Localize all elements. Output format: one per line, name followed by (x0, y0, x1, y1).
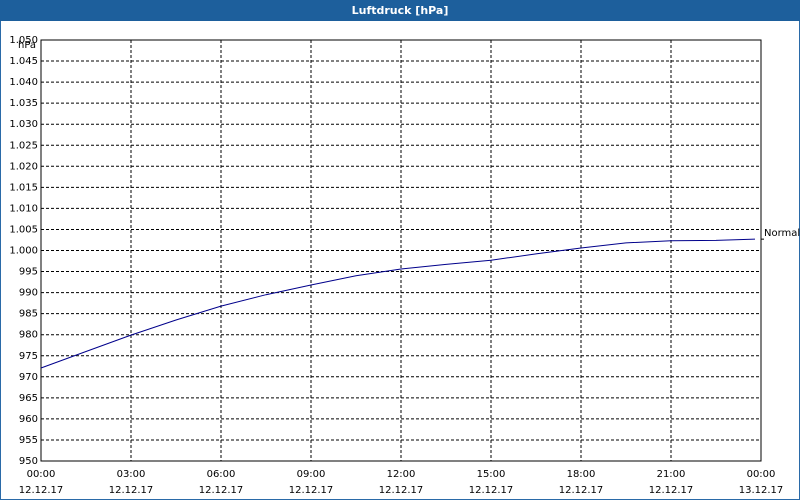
x-tick-date: 12.12.17 (19, 485, 64, 496)
x-tick-date: 12.12.17 (199, 485, 244, 496)
x-tick-label: 00:00 (747, 469, 776, 480)
x-tick-date: 12.12.17 (649, 485, 694, 496)
y-tick-label: 1.015 (9, 182, 38, 193)
x-tick-label: 21:00 (657, 469, 686, 480)
x-tick-label: 09:00 (297, 469, 326, 480)
y-tick-label: 1.025 (9, 140, 38, 151)
chart-title: Luftdruck [hPa] (352, 4, 449, 17)
x-tick-date: 12.12.17 (379, 485, 424, 496)
y-tick-label: 965 (19, 393, 38, 404)
x-tick-date: 12.12.17 (469, 485, 514, 496)
y-tick-label: 960 (19, 414, 38, 425)
x-tick-label: 18:00 (567, 469, 596, 480)
y-tick-label: 1.005 (9, 224, 38, 235)
y-tick-label: 1.035 (9, 98, 38, 109)
y-tick-label: 1.030 (9, 119, 38, 130)
y-tick-label: 955 (19, 435, 38, 446)
x-tick-label: 00:00 (27, 469, 56, 480)
y-tick-label: 1.040 (9, 77, 38, 88)
y-tick-label: 1.020 (9, 161, 38, 172)
x-tick-date: 12.12.17 (559, 485, 604, 496)
y-tick-label: 1.050 (9, 35, 38, 46)
data-line (40, 238, 756, 369)
x-tick-date: 13.12.17 (739, 485, 784, 496)
x-tick-label: 03:00 (117, 469, 146, 480)
x-tick-label: 06:00 (207, 469, 236, 480)
y-tick-label: 1.010 (9, 203, 38, 214)
y-tick-label: 950 (19, 456, 38, 467)
y-tick-label: 975 (19, 351, 38, 362)
y-tick-label: 995 (19, 267, 38, 278)
x-tick-label: 15:00 (477, 469, 506, 480)
y-axis-label: hPa (18, 40, 36, 51)
y-tick-label: 970 (19, 372, 38, 383)
y-tick-label: 1.045 (9, 56, 38, 67)
legend-label: Normal (764, 228, 800, 239)
y-tick-label: 980 (19, 330, 38, 341)
y-tick-label: 990 (19, 288, 38, 299)
x-tick-label: 12:00 (387, 469, 416, 480)
y-tick-label: 1.000 (9, 246, 38, 257)
title-bar (0, 0, 800, 21)
x-tick-date: 12.12.17 (289, 485, 334, 496)
y-tick-label: 985 (19, 309, 38, 320)
x-tick-date: 12.12.17 (109, 485, 154, 496)
